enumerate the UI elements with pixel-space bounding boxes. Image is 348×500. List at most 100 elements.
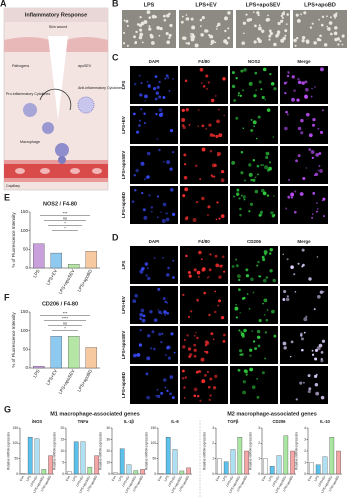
- cell: [321, 15, 325, 19]
- significance-label: ns: [63, 216, 67, 221]
- fluorescent-cell: [313, 308, 316, 311]
- fluorescent-cell: [167, 266, 170, 270]
- fluorescent-cell: [199, 67, 204, 72]
- cell: [300, 13, 302, 16]
- fluorescent-cell: [250, 118, 253, 121]
- fluorescent-cell: [214, 374, 218, 379]
- fluorescent-cell: [249, 367, 254, 372]
- y-tick-label: 40: [106, 426, 110, 430]
- cell: [281, 16, 284, 19]
- x-tick-label: LPS: [163, 475, 169, 482]
- y-tick-label: 20: [60, 426, 64, 430]
- fluorescent-cell: [294, 290, 297, 293]
- fluorescent-cell: [220, 169, 225, 174]
- cell: [180, 20, 184, 24]
- fluorescent-cell: [238, 329, 241, 332]
- fluorescent-cell: [167, 76, 170, 79]
- cell: [328, 21, 333, 25]
- chart-title: iNOS: [32, 419, 42, 424]
- fluorescent-cell: [321, 199, 324, 202]
- fluorescent-cell: [184, 376, 187, 379]
- panel-letter: A: [0, 0, 7, 8]
- significance-label: *: [64, 226, 66, 231]
- cell: [318, 18, 320, 21]
- fluorescent-cell: [266, 194, 270, 197]
- fluorescent-cell: [153, 347, 156, 351]
- bar: [48, 455, 53, 475]
- fluorescent-cell: [162, 296, 166, 301]
- fluorescent-cell: [212, 338, 215, 340]
- fluorescent-cell: [249, 354, 252, 357]
- fluorescent-cell: [157, 287, 161, 291]
- fluorescent-cell: [209, 149, 213, 153]
- cell: [181, 15, 184, 18]
- fluorescent-cell: [289, 355, 292, 358]
- fluorescent-cell: [243, 68, 247, 72]
- fluorescent-cell: [262, 191, 267, 196]
- chart-title: IL-10: [320, 419, 330, 424]
- bar: [73, 441, 79, 475]
- cell: [294, 44, 297, 47]
- cell: [135, 30, 138, 34]
- panel-letter: E: [4, 192, 10, 202]
- fluorescent-cell: [135, 168, 139, 173]
- fluorescent-cell: [189, 352, 193, 357]
- cell: [277, 21, 281, 26]
- cell: [141, 41, 144, 44]
- bar: [126, 464, 132, 475]
- y-tick-label: 3: [304, 437, 306, 441]
- fluorescent-cell: [165, 354, 167, 356]
- image-label: LPS+apoSEV: [246, 2, 281, 8]
- fluorescent-cell: [316, 256, 319, 258]
- fluorescent-cell: [209, 133, 214, 137]
- fluorescent-cell: [239, 353, 242, 356]
- fluorescent-cell: [214, 290, 217, 293]
- fluorescent-cell: [202, 85, 206, 88]
- fluorescent-cell: [236, 193, 239, 196]
- cell: [268, 34, 272, 38]
- micrograph: [130, 146, 178, 184]
- bar: [140, 469, 145, 475]
- fluorescent-cell: [212, 386, 217, 390]
- fluorescent-cell: [157, 216, 159, 219]
- cell: [126, 24, 129, 27]
- fluorescent-cell: [239, 213, 242, 217]
- fluorescent-cell: [254, 71, 258, 75]
- cell: [139, 32, 144, 37]
- fluorescent-cell: [183, 153, 187, 157]
- fluorescent-cell: [218, 217, 221, 220]
- fluorescent-cell: [194, 335, 196, 337]
- x-tick-label: Con: [261, 475, 268, 482]
- cell: [227, 11, 231, 15]
- fluorescent-cell: [210, 98, 215, 103]
- fluorescent-cell: [233, 195, 236, 198]
- fluorescent-cell: [150, 206, 154, 209]
- fluorescent-cell: [254, 189, 259, 194]
- fluorescent-cell: [160, 341, 163, 344]
- fluorescent-cell: [172, 259, 175, 262]
- y-tick-label: 50: [23, 347, 29, 352]
- cell: [257, 26, 262, 31]
- fluorescent-cell: [260, 88, 263, 91]
- fluorescent-cell: [150, 210, 153, 213]
- fluorescent-cell: [187, 270, 191, 275]
- fluorescent-cell: [193, 348, 197, 352]
- cell: [252, 11, 255, 13]
- fluorescent-cell: [305, 315, 308, 318]
- fluorescent-cell: [311, 216, 314, 220]
- fluorescent-cell: [163, 378, 167, 382]
- fluorescent-cell: [261, 255, 265, 259]
- fluorescent-cell: [185, 108, 189, 112]
- fluorescent-cell: [150, 347, 153, 350]
- cell: [224, 16, 228, 21]
- cell: [148, 25, 151, 28]
- fluorescent-cell: [263, 314, 266, 316]
- fluorescent-cell: [242, 127, 245, 130]
- fluorescent-cell: [207, 205, 211, 209]
- fluorescent-cell: [290, 196, 294, 199]
- fluorescent-cell: [273, 87, 277, 91]
- fluorescent-cell: [286, 295, 289, 298]
- fluorescent-cell: [252, 120, 257, 125]
- y-tick-label: 10: [60, 449, 64, 453]
